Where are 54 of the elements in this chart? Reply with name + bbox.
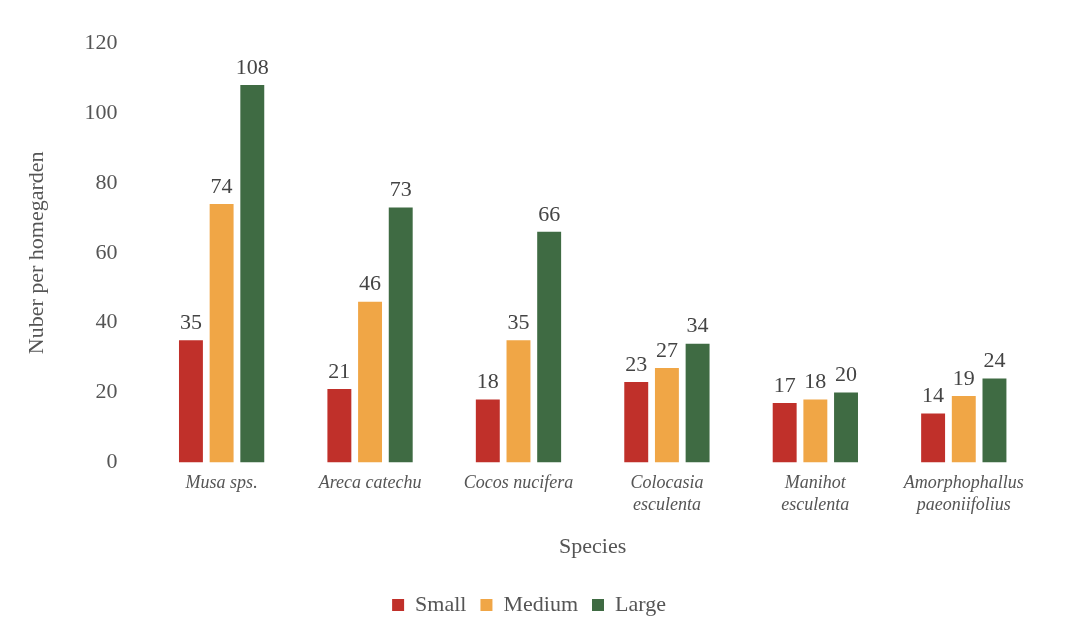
data-label: 18 [804, 368, 827, 394]
data-label: 14 [922, 382, 945, 408]
y-tick-label: 100 [84, 98, 118, 124]
x-tick-label: Manihot esculenta [781, 471, 850, 514]
bar [921, 413, 946, 463]
bar [772, 403, 797, 463]
x-axis-title: Species [559, 532, 627, 558]
x-tick-label: Musa sps. [184, 471, 258, 492]
y-tick-label: 40 [95, 308, 118, 334]
data-label: 18 [476, 368, 499, 394]
bar [685, 343, 710, 463]
x-tick-label: Amorphophallus paeoniifolius [902, 471, 1024, 514]
data-label: 24 [983, 347, 1006, 373]
data-label: 35 [507, 308, 530, 334]
legend-label: Large [615, 590, 666, 616]
data-label: 34 [686, 312, 709, 338]
bar [240, 85, 265, 463]
bar [654, 368, 679, 463]
bar [475, 399, 500, 463]
y-tick-label: 120 [84, 28, 118, 54]
bar [358, 301, 383, 463]
bar [178, 340, 203, 463]
bar [624, 382, 649, 463]
bar [951, 396, 976, 463]
data-label: 21 [328, 357, 351, 383]
data-label: 35 [179, 308, 202, 334]
x-tick-label: Areca catechu [317, 471, 422, 492]
data-label: 66 [538, 200, 561, 226]
data-label: 17 [773, 371, 796, 397]
bar [803, 399, 828, 463]
legend-label: Small [415, 590, 467, 616]
y-tick-label: 0 [106, 448, 118, 474]
bar [327, 389, 352, 463]
y-tick-label: 60 [95, 238, 118, 264]
bar [982, 378, 1007, 463]
data-label: 46 [359, 270, 382, 296]
y-tick-label: 80 [95, 168, 118, 194]
bar [834, 392, 858, 463]
data-label: 27 [655, 336, 678, 362]
bar [506, 340, 531, 463]
data-label: 20 [835, 361, 858, 387]
data-label: 73 [389, 176, 412, 202]
data-label: 74 [210, 172, 233, 198]
y-tick-label: 20 [95, 378, 118, 404]
data-label: 19 [952, 364, 975, 390]
x-tick-label: Cocos nucifera [463, 471, 574, 492]
legend-label: Medium [503, 590, 579, 616]
bar [537, 231, 562, 463]
data-label: 108 [235, 53, 269, 79]
bar [209, 203, 234, 463]
data-label: 23 [625, 350, 648, 376]
bar [388, 207, 413, 463]
x-tick-label: Colocasia esculenta [630, 471, 704, 514]
y-axis-title: Nuber per homegarden [22, 151, 48, 355]
